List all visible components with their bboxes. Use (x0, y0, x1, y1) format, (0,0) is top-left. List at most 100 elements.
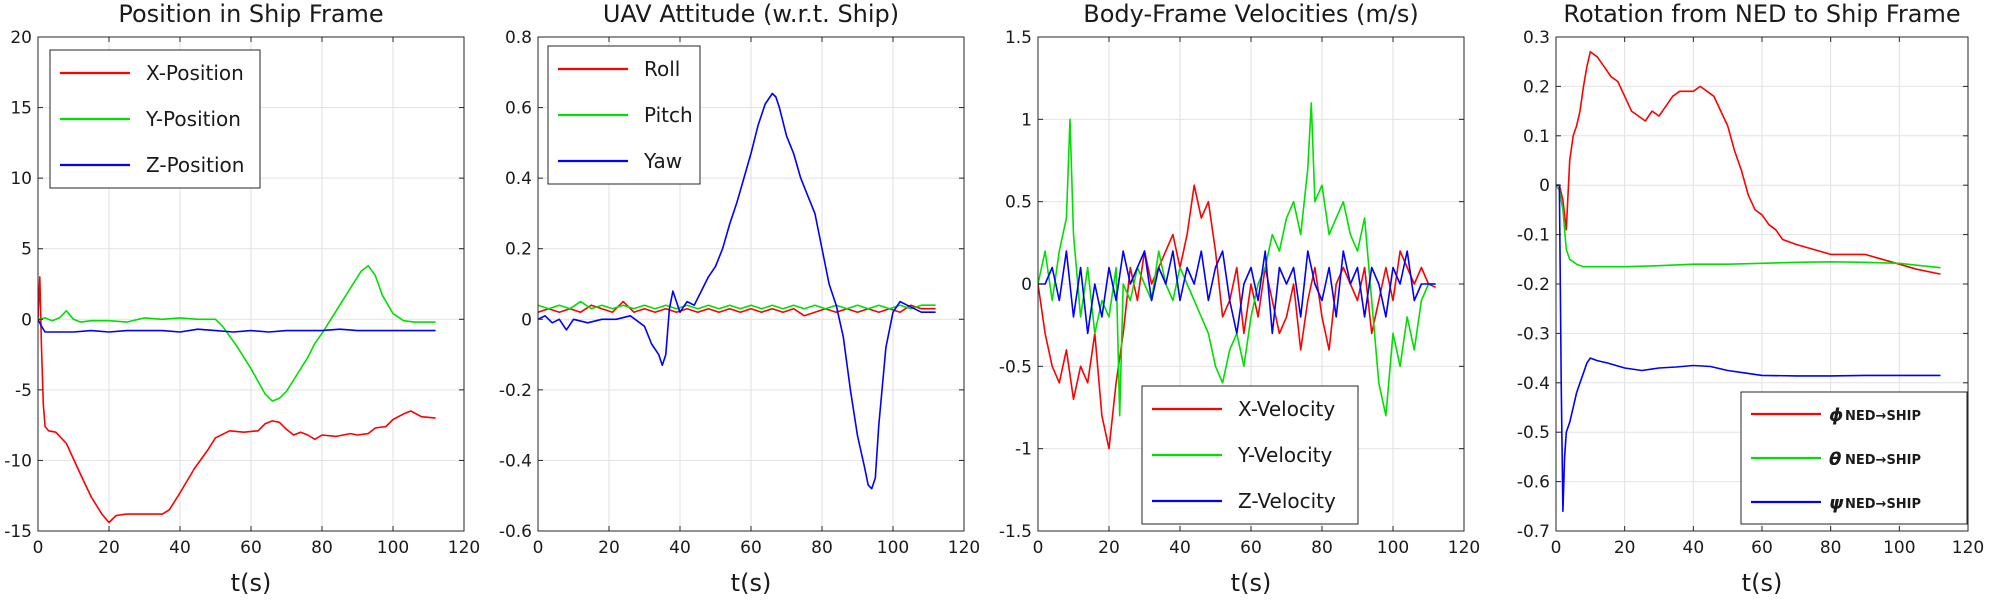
x-tick-label: 60 (240, 538, 262, 558)
chart-title: UAV Attitude (w.r.t. Ship) (603, 0, 899, 28)
y-tick-label: 5 (21, 240, 32, 260)
x-tick-label: 80 (1311, 538, 1333, 558)
series-line-1 (1556, 50, 1941, 275)
series-line-3 (538, 92, 936, 490)
legend-label: X-Velocity (1238, 397, 1335, 421)
y-tick-label: 15 (10, 99, 32, 119)
x-tick-label: 0 (33, 538, 44, 558)
y-tick-label: -0.2 (1517, 275, 1550, 295)
x-tick-label: 120 (448, 538, 480, 558)
series-line-1 (38, 276, 436, 524)
y-tick-label: 1 (1021, 110, 1032, 130)
y-tick-label: 0.5 (1005, 193, 1032, 213)
series-group (538, 92, 936, 490)
y-tick-label: -15 (4, 522, 32, 542)
x-tick-label: 0 (533, 538, 544, 558)
x-tick-label: 40 (1683, 538, 1705, 558)
y-tick-label: 0.8 (505, 28, 532, 48)
y-tick-label: -0.5 (999, 357, 1032, 377)
y-tick-label: 0.4 (505, 169, 532, 189)
x-tick-label: 100 (877, 538, 909, 558)
chart-title: Rotation from NED to Ship Frame (1563, 0, 1960, 28)
x-tick-label: 40 (669, 538, 691, 558)
y-tick-label: 0.3 (1523, 28, 1550, 48)
legend: X-Velocity Y-Velocity Z-Velocity (1141, 385, 1359, 525)
x-tick-label: 20 (1614, 538, 1636, 558)
series-line-1 (538, 300, 936, 317)
legend-label: NED→SHIP (1845, 453, 1921, 468)
y-tick-label: -0.4 (1517, 374, 1550, 394)
x-tick-label: 80 (1820, 538, 1842, 558)
x-tick-label: 100 (1377, 538, 1409, 558)
legend-label: NED→SHIP (1845, 497, 1921, 512)
y-tick-label: 1.5 (1005, 28, 1032, 48)
y-tick-label: 0 (21, 310, 32, 330)
x-tick-label: 80 (311, 538, 333, 558)
legend-symbol: θ (1829, 449, 1841, 470)
chart-panel-2: 0 20 40 60 80 100 120 -0.6 -0.4 -0.2 0 0.2 0.4 0.6 0.8… (499, 0, 980, 597)
x-tick-label: 40 (1169, 538, 1191, 558)
y-tick-label: 20 (10, 28, 32, 48)
y-tick-label: -10 (4, 451, 32, 471)
series-line-2 (1038, 102, 1436, 417)
series-group (1038, 102, 1436, 450)
legend: X-Position Y-Position Z-Position (49, 49, 261, 189)
x-axis-label: t(s) (231, 569, 272, 597)
x-tick-label: 60 (1240, 538, 1262, 558)
legend-label: NED→SHIP (1845, 409, 1921, 424)
y-tick-label: -0.3 (1517, 324, 1550, 344)
x-tick-label: 0 (1033, 538, 1044, 558)
y-tick-label: 0.2 (505, 240, 532, 260)
y-tick-label: -0.6 (499, 522, 532, 542)
y-tick-label: 0.2 (1523, 77, 1550, 97)
series-group (1556, 50, 1941, 513)
chart-panel-4: 0 20 40 60 80 100 120 -0.7 -0.6 -0.5 -0.4 -0.3 -0.2 -… (1517, 0, 1984, 597)
legend-label: Y-Position (145, 107, 241, 131)
x-tick-label: 80 (811, 538, 833, 558)
x-tick-label: 100 (1883, 538, 1915, 558)
y-tick-label: -0.6 (1517, 473, 1550, 493)
x-tick-label: 120 (1952, 538, 1984, 558)
y-tick-label: 0.6 (505, 99, 532, 119)
y-tick-label: 0 (1539, 176, 1550, 196)
legend-label: Y-Velocity (1237, 443, 1333, 467)
series-line-3 (1556, 184, 1941, 513)
chart-title: Position in Ship Frame (118, 0, 383, 28)
legend-label: Z-Position (146, 153, 244, 177)
y-tick-label: -0.7 (1517, 522, 1550, 542)
y-tick-label: -0.1 (1517, 226, 1550, 246)
legend-label: Pitch (644, 103, 693, 127)
y-tick-label: -0.5 (1517, 423, 1550, 443)
x-tick-label: 60 (740, 538, 762, 558)
chart-title: Body-Frame Velocities (m/s) (1083, 0, 1418, 28)
legend-symbol: ψ (1829, 493, 1844, 514)
chart-panel-1: 0 20 40 60 80 100 120 -15 -10 -5 0 5 10 15 20 Position … (4, 0, 480, 597)
x-axis-label: t(s) (731, 569, 772, 597)
y-tick-label: -0.2 (499, 381, 532, 401)
series-line-2 (38, 264, 436, 402)
y-tick-label: 0 (521, 310, 532, 330)
y-tick-label: -0.4 (499, 451, 532, 471)
x-tick-label: 120 (1448, 538, 1480, 558)
y-tick-label: 0.1 (1523, 127, 1550, 147)
y-tick-label: -5 (15, 381, 32, 401)
x-tick-label: 40 (169, 538, 191, 558)
y-tick-label: 10 (10, 169, 32, 189)
y-tick-label: -1 (1015, 440, 1032, 460)
y-tick-label: 0 (1021, 275, 1032, 295)
series-group (38, 264, 436, 524)
x-tick-label: 20 (1098, 538, 1120, 558)
x-tick-label: 100 (377, 538, 409, 558)
x-tick-label: 120 (948, 538, 980, 558)
series-line-1 (1038, 184, 1436, 450)
legend-label: Roll (644, 57, 680, 81)
series-line-3 (1038, 250, 1436, 335)
legend-label: Z-Velocity (1238, 489, 1336, 513)
chart-panel-3: 0 20 40 60 80 100 120 -1.5 -1 -0.5 0 0.5 1 1.5 Body-Fr… (999, 0, 1480, 597)
x-axis-label: t(s) (1742, 569, 1783, 597)
x-axis-label: t(s) (1231, 569, 1272, 597)
x-tick-label: 20 (98, 538, 120, 558)
legend-symbol: ϕ (1829, 405, 1843, 426)
